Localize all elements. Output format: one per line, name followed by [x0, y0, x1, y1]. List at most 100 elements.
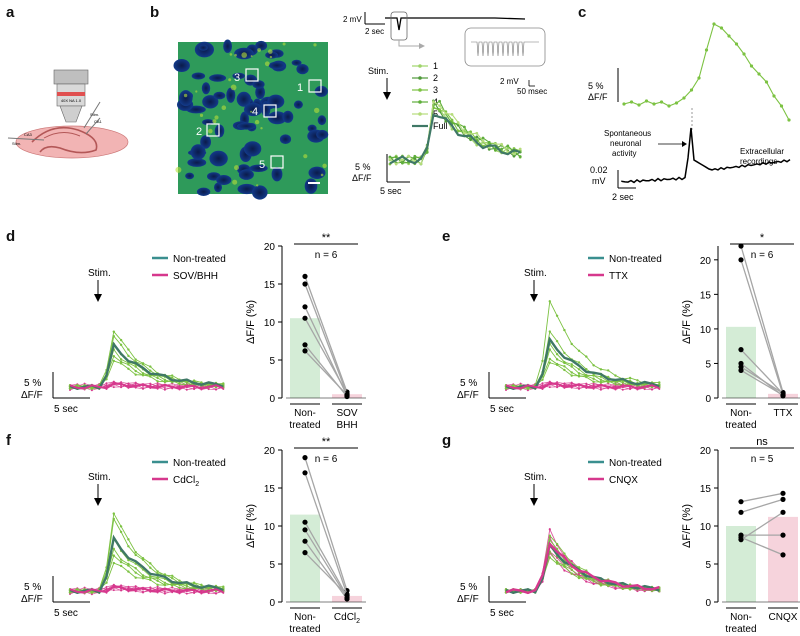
paired-point-control [302, 455, 308, 461]
control-trace-point [163, 581, 167, 585]
drug-trace-point [592, 384, 595, 387]
b-legend-label: 5 [433, 109, 438, 119]
cell-body [243, 141, 262, 157]
cell-body [202, 95, 219, 109]
control-trace-point [599, 368, 603, 371]
panel-g: Stim. Non-treated CNQX 5 %ΔF/F 5 sec 0 5 10 15 20… [457, 436, 800, 635]
y-tick-label: 5 [705, 359, 711, 370]
panel-label-b: b [150, 4, 160, 21]
ephys-scale-v: 2 mV [343, 15, 362, 24]
c-fluorescence-trace [623, 23, 790, 121]
legend-label-drug: CNQX [609, 475, 638, 486]
y-tick-label: 15 [264, 484, 276, 495]
b-legend-marker [418, 112, 422, 116]
b-legend-marker [418, 76, 422, 80]
drug-trace-point [215, 592, 217, 595]
control-trace-point [563, 365, 566, 368]
drug-mean-trace [505, 382, 660, 390]
control-trace-point [127, 363, 130, 366]
y-tick-label: 10 [700, 522, 712, 533]
drug-trace-point [127, 382, 130, 385]
stim-label-ca1: Stim. [90, 112, 99, 117]
scale-bar-t-label: 5 sec [490, 404, 514, 415]
paired-point-drug [344, 592, 350, 598]
control-trace-point [134, 373, 137, 376]
control-trace-point [119, 564, 123, 568]
c-trace-point [682, 96, 686, 100]
c-trace-point [689, 88, 694, 92]
control-trace-point [134, 369, 137, 373]
paired-point-control [302, 527, 308, 533]
control-trace-point [548, 538, 551, 542]
cell-body [308, 166, 326, 179]
control-trace [69, 330, 224, 389]
y-tick-label: 10 [264, 318, 276, 329]
control-trace-point [555, 562, 559, 565]
n-label: n = 5 [751, 454, 774, 465]
paired-point-drug [780, 490, 786, 496]
paired-point-drug [780, 496, 786, 502]
b-trace-point [438, 108, 441, 112]
control-trace-point [658, 381, 661, 384]
b-trace-point [413, 157, 417, 161]
control-trace-point [555, 314, 559, 317]
control-trace-point [563, 361, 566, 365]
control-trace-point [577, 372, 581, 375]
cell-body [216, 175, 232, 185]
paired-point-control [302, 304, 308, 310]
control-trace-point [548, 357, 551, 361]
x-label-control: treated [725, 624, 756, 635]
c-trace-point [652, 102, 656, 106]
bright-spot [257, 48, 261, 52]
c-annotation-4: Extracellular [740, 147, 784, 156]
scale-bar-v-label: 5 % [460, 378, 477, 389]
scale-bar-v-label: 5 % [460, 582, 477, 593]
c-trace-point [644, 99, 649, 103]
control-trace-point [555, 363, 559, 367]
drug-trace-point [156, 384, 159, 387]
control-trace-point [163, 583, 167, 587]
paired-point-control [302, 519, 308, 525]
drug-trace-point [548, 380, 551, 383]
control-trace-point [112, 355, 116, 358]
control-trace-point [599, 584, 603, 587]
n-label: n = 6 [315, 454, 338, 465]
paired-line [740, 245, 784, 393]
paired-point-drug [780, 552, 786, 558]
drug-trace-point [134, 585, 137, 588]
paired-line [740, 536, 784, 556]
cell-body [185, 172, 195, 180]
b-legend-marker [418, 100, 422, 104]
scale-bar-unit-label: ΔF/F [21, 390, 43, 401]
paired-point-control [302, 348, 308, 354]
control-trace-point [555, 560, 559, 564]
control-trace-point [512, 384, 515, 387]
b-trace-point [500, 142, 503, 146]
b-trace-point [487, 147, 491, 151]
control-trace-point [134, 571, 137, 574]
control-trace-point [112, 330, 116, 333]
y-tick-label: 0 [269, 394, 275, 405]
b-trace-point [475, 135, 479, 139]
bright-spot [228, 78, 232, 82]
control-trace-point [149, 576, 152, 579]
bright-spot [269, 55, 273, 59]
cell-body [255, 85, 265, 100]
control-trace-point [577, 368, 581, 371]
drug-trace-point [585, 580, 588, 583]
paired-line [304, 472, 348, 595]
control-trace [505, 299, 660, 389]
drug-trace-point [163, 592, 166, 595]
c-ephys-v: 0.02 [590, 165, 608, 175]
b-roi-trace [389, 100, 521, 165]
control-trace-point [178, 382, 181, 386]
significance-label: ** [322, 232, 331, 244]
b-trace-point [512, 154, 516, 158]
significance-label: ns [756, 436, 768, 448]
cell-body [291, 59, 302, 66]
objective-label: 40X NA 1.0 [61, 98, 82, 103]
control-trace-point [156, 570, 159, 573]
control-trace-point [570, 342, 573, 346]
control-trace-point [563, 368, 566, 372]
control-trace-point [599, 380, 603, 384]
